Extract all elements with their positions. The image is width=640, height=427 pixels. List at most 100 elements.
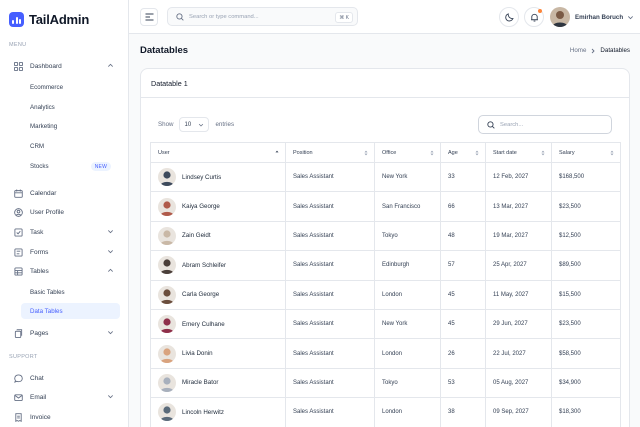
sidebar-item-user-profile[interactable]: User Profile: [9, 204, 121, 220]
user-name: Kaiya George: [182, 203, 220, 211]
chevron-down-icon: [108, 230, 113, 234]
cell-age: 66: [440, 191, 486, 222]
sidebar-item-label: Calendar: [30, 189, 57, 197]
user-name: Emery Culhane: [182, 320, 225, 328]
cell-office: London: [374, 338, 441, 369]
logo-icon: [9, 12, 24, 27]
sidebar-subitem-marketing[interactable]: Marketing: [30, 122, 58, 130]
cell-start-date: 22 Jul, 2027: [485, 338, 552, 369]
sidebar-subitem-crm[interactable]: CRM: [30, 142, 45, 150]
entries-control: Show 10 entries: [158, 117, 234, 132]
show-label: Show: [158, 121, 174, 128]
sidebar-toggle-button[interactable]: [140, 8, 158, 26]
sort-icon: [610, 150, 614, 156]
breadcrumb-home[interactable]: Home: [569, 47, 587, 54]
sidebar-item-label: Tables: [30, 267, 49, 275]
table-search-input[interactable]: [500, 121, 600, 128]
sidebar-item-invoice[interactable]: Invoice: [9, 409, 121, 425]
chevron-down-icon: [628, 15, 634, 19]
sidebar: TailAdmin MENU Dashboard Ecommerce Analy…: [0, 0, 129, 427]
sidebar-item-calendar[interactable]: Calendar: [9, 185, 121, 201]
cell-office: Tokyo: [374, 220, 441, 252]
table-row: Lindsey Curtis Sales Assistant New York 33 1…: [150, 161, 621, 193]
bell-icon: [530, 13, 538, 22]
sidebar-item-label: Email: [30, 393, 47, 401]
chat-icon: [14, 373, 23, 383]
mail-icon: [14, 393, 23, 402]
avatar: [158, 256, 176, 275]
sidebar-subitem-ecommerce[interactable]: Ecommerce: [30, 83, 64, 91]
column-header-user[interactable]: User: [150, 142, 286, 163]
entries-select[interactable]: 10: [179, 117, 210, 132]
app-logo[interactable]: TailAdmin: [9, 12, 89, 27]
user-name: Miracle Bator: [182, 379, 219, 387]
avatar: [158, 285, 176, 304]
chevron-down-icon: [108, 250, 113, 254]
table-row: Carla George Sales Assistant London 45 11 Ma…: [150, 279, 621, 310]
cell-salary: $58,500: [551, 338, 621, 369]
cell-position: Sales Assistant: [285, 250, 375, 281]
table-search[interactable]: [478, 115, 612, 134]
column-header-label: Start date: [493, 149, 517, 156]
support-section-label: SUPPORT: [9, 354, 38, 360]
sidebar-subitem-data-tables[interactable]: Data Tables: [21, 303, 120, 319]
theme-toggle-button[interactable]: [499, 7, 519, 27]
sidebar-item-email[interactable]: Email: [9, 389, 121, 405]
cell-start-date: 11 May, 2027: [485, 279, 552, 310]
cell-position: Sales Assistant: [285, 191, 375, 222]
sort-icon: [364, 150, 368, 156]
new-badge: NEW: [90, 162, 111, 171]
column-header-label: Age: [448, 149, 458, 156]
cell-start-date: 05 Aug, 2027: [485, 367, 552, 399]
user-menu[interactable]: Emirhan Boruch: [550, 7, 634, 27]
sidebar-item-forms[interactable]: Forms: [9, 244, 121, 260]
cell-office: San Francisco: [374, 191, 441, 222]
user-circle-icon: [14, 207, 23, 217]
avatar: [550, 7, 570, 27]
invoice-icon: [14, 412, 23, 422]
sidebar-item-task[interactable]: Task: [9, 224, 121, 240]
entries-label: entries: [215, 121, 235, 128]
cell-start-date: 29 Jun, 2027: [485, 308, 552, 340]
cell-user: Lindsey Curtis: [150, 161, 286, 193]
global-search-input[interactable]: [189, 13, 329, 20]
sidebar-subitem-basic-tables[interactable]: Basic Tables: [30, 288, 65, 296]
sidebar-item-dashboard[interactable]: Dashboard: [9, 58, 121, 74]
moon-icon: [504, 12, 514, 21]
column-header-label: Position: [293, 149, 313, 156]
app-name: TailAdmin: [29, 12, 90, 27]
column-header-label: User: [158, 149, 170, 156]
sort-icon: [475, 150, 479, 156]
chevron-up-icon: [108, 63, 113, 67]
divider: [141, 97, 629, 98]
card-title: Datatable 1: [151, 79, 188, 88]
cell-position: Sales Assistant: [285, 308, 375, 340]
column-header-position[interactable]: Position: [285, 142, 375, 163]
chevron-down-icon: [199, 123, 204, 127]
task-icon: [14, 227, 23, 237]
table-header-row: User Position Office Age Start date Salary: [150, 142, 621, 163]
user-name: Carla George: [182, 291, 220, 299]
avatar: [158, 373, 176, 392]
cell-age: 26: [440, 338, 486, 369]
top-header: ⌘ K Emirhan Boruch: [129, 0, 640, 34]
forms-icon: [14, 247, 23, 257]
notifications-button[interactable]: [524, 7, 544, 27]
data-table: User Position Office Age Start date Salary Li…: [150, 142, 621, 427]
column-header-age[interactable]: Age: [440, 142, 486, 163]
column-header-office[interactable]: Office: [374, 142, 441, 163]
sidebar-subitem-stocks[interactable]: Stocks NEW: [21, 158, 120, 174]
user-name: Abram Schleifer: [182, 261, 227, 269]
sidebar-subitem-analytics[interactable]: Analytics: [30, 103, 55, 111]
global-search[interactable]: ⌘ K: [167, 7, 358, 26]
table-body: Lindsey Curtis Sales Assistant New York 33 1…: [150, 161, 621, 427]
column-header-start-date[interactable]: Start date: [485, 142, 552, 163]
cell-age: 57: [440, 250, 486, 281]
cell-age: 48: [440, 220, 486, 252]
sidebar-item-pages[interactable]: Pages: [9, 325, 121, 341]
sidebar-item-tables[interactable]: Tables: [9, 263, 121, 279]
column-header-salary[interactable]: Salary: [551, 142, 621, 163]
sidebar-subitem-label: Stocks: [30, 162, 49, 170]
sidebar-item-chat[interactable]: Chat: [9, 370, 121, 386]
column-header-label: Office: [382, 149, 397, 156]
